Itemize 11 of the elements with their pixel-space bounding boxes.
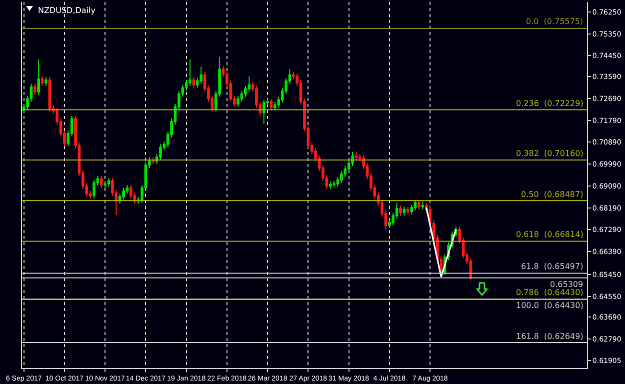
ref-line-label: 0.50 (0.68487): [521, 190, 584, 199]
ref-line-label: 61.8 (0.65497): [521, 262, 584, 271]
ref-line-label: 100.0 (0.64430): [516, 301, 584, 310]
text: NZDUSD,Daily: [38, 6, 96, 15]
ref-line-label: 0.65309: [550, 280, 584, 289]
ref-line-label: 0.382 (0.70160): [516, 149, 584, 158]
ref-line-label: 161.8 (0.62649): [516, 332, 584, 341]
ref-line-label: 0.618 (0.66814): [516, 230, 584, 239]
ref-line-label: 0.786 (0.64430): [516, 288, 584, 297]
ref-line-label: 0.236 (0.72229): [516, 99, 584, 108]
ref-line-label: 0.0 (0.75575): [526, 17, 584, 26]
